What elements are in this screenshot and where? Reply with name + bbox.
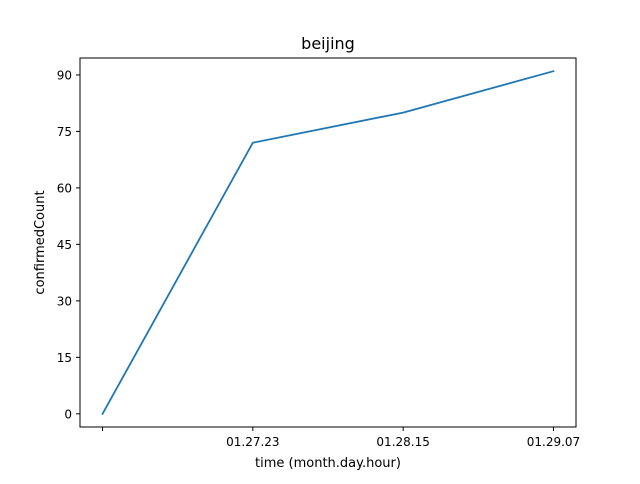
y-tick-label: 15 (57, 351, 72, 365)
x-tick-label: 01.28.15 (376, 435, 429, 449)
x-axis-label: time (month.day.hour) (255, 456, 401, 471)
x-tick-label: 01.27.23 (226, 435, 279, 449)
y-tick-label: 90 (57, 68, 72, 82)
x-tick-label: 01.29.07 (527, 435, 580, 449)
y-axis-label: confirmedCount (33, 190, 48, 294)
y-tick-label: 60 (57, 181, 72, 195)
y-tick-label: 75 (57, 125, 72, 139)
y-tick-label: 45 (57, 238, 72, 252)
y-tick-label: 30 (57, 294, 72, 308)
y-tick-label: 0 (64, 407, 72, 421)
chart-title: beijing (301, 34, 355, 53)
